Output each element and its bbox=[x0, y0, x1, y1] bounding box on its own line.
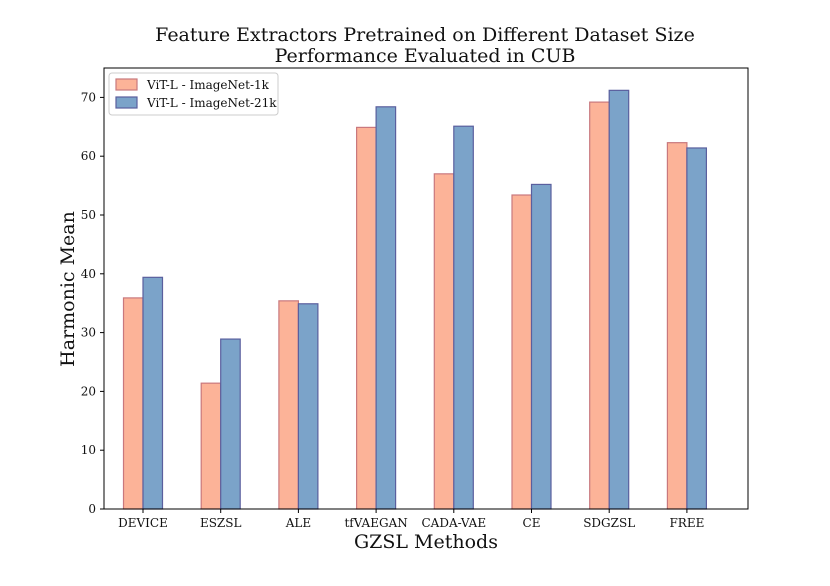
y-tick-label: 40 bbox=[81, 267, 96, 281]
bar-eszsl-series-2 bbox=[220, 338, 241, 510]
x-tick-label-sdgzsl: SDGZSL bbox=[583, 516, 635, 530]
y-tick-label: 30 bbox=[81, 326, 96, 340]
legend-swatch-imagenet-21k bbox=[115, 96, 138, 109]
bar-free-series-2 bbox=[686, 147, 708, 510]
y-tick-label: 20 bbox=[81, 384, 96, 398]
bar-ale-series-2 bbox=[297, 303, 319, 510]
x-tick-label-eszsl: ESZSL bbox=[200, 516, 242, 530]
y-axis-label: Harmonic Mean bbox=[57, 211, 79, 367]
x-tick-label-ale: ALE bbox=[285, 516, 311, 530]
bar-ce-series-1 bbox=[511, 194, 533, 510]
y-tick-label: 50 bbox=[81, 208, 96, 222]
bar-sdgzsl-series-2 bbox=[608, 89, 630, 510]
bar-free-series-1 bbox=[666, 142, 688, 510]
y-tick-label: 60 bbox=[81, 149, 96, 163]
bar-sdgzsl-series-1 bbox=[589, 101, 610, 510]
legend-box bbox=[108, 72, 279, 116]
bar-tfvaegan-series-2 bbox=[375, 106, 397, 510]
legend-swatch-imagenet-1k bbox=[115, 78, 138, 91]
x-tick-label-device: DEVICE bbox=[118, 516, 168, 530]
bar-cada-vae-series-2 bbox=[453, 125, 474, 510]
y-axis: 0 10 20 30 40 50 60 70 bbox=[81, 90, 104, 516]
bar-ce-series-2 bbox=[530, 183, 552, 510]
bars bbox=[122, 89, 708, 510]
bar-device-series-1 bbox=[122, 297, 144, 510]
bar-cada-vae-series-1 bbox=[433, 173, 455, 510]
chart-title-line-2: Performance Evaluated in CUB bbox=[275, 45, 576, 67]
legend: ViT-L - ImageNet-1k ViT-L - ImageNet-21k bbox=[108, 72, 279, 116]
x-axis: DEVICE ESZSL ALE tfVAEGAN CADA-VAE CE SDGZSL FR… bbox=[118, 509, 704, 530]
chart-title: Feature Extractors Pretrained on Differe… bbox=[155, 24, 695, 67]
bar-ale-series-1 bbox=[278, 300, 299, 510]
bar-tfvaegan-series-1 bbox=[356, 126, 377, 510]
x-tick-label-ce: CE bbox=[523, 516, 541, 530]
bar-device-series-2 bbox=[142, 276, 164, 510]
legend-label-imagenet-21k: ViT-L - ImageNet-21k bbox=[146, 96, 277, 110]
y-tick-label: 70 bbox=[81, 90, 96, 104]
x-tick-label-cada-vae: CADA-VAE bbox=[422, 516, 487, 530]
y-tick-label: 10 bbox=[81, 443, 96, 457]
chart-title-line-1: Feature Extractors Pretrained on Differe… bbox=[155, 24, 695, 46]
x-tick-label-tfvaegan: tfVAEGAN bbox=[344, 516, 407, 530]
x-axis-label: GZSL Methods bbox=[354, 531, 498, 553]
legend-label-imagenet-1k: ViT-L - ImageNet-1k bbox=[146, 78, 270, 92]
x-tick-label-free: FREE bbox=[669, 516, 704, 530]
bar-eszsl-series-1 bbox=[200, 382, 222, 510]
y-tick-label: 0 bbox=[88, 502, 96, 516]
plot-area-frame bbox=[103, 67, 749, 510]
